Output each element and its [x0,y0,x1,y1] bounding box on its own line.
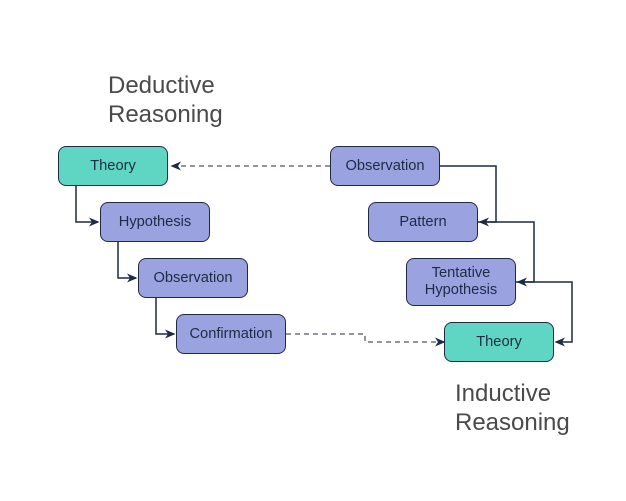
deductive-node-hypothesis: Hypothesis [100,202,210,242]
inductive-node-pattern: Pattern [368,202,478,242]
deductive-step-arrow-0 [76,186,98,222]
heading-deductive: Deductive Reasoning [108,72,223,130]
deductive-step-arrow-2 [156,298,174,334]
deductive-step-arrow-1 [118,242,136,278]
inductive-node-observation: Observation [330,146,440,186]
inductive-node-theory: Theory [444,322,554,362]
bridge-arrow-to-inductive-theory [286,334,444,342]
heading-inductive: Inductive Reasoning [455,380,570,438]
deductive-node-observation: Observation [138,258,248,298]
diagram-stage: Deductive Reasoning Inductive Reasoning … [0,0,626,501]
deductive-node-theory: Theory [58,146,168,186]
deductive-node-confirmation: Confirmation [176,314,286,354]
inductive-node-tentative-hypothesis: Tentative Hypothesis [406,258,516,306]
step-arrows-group [76,166,572,342]
